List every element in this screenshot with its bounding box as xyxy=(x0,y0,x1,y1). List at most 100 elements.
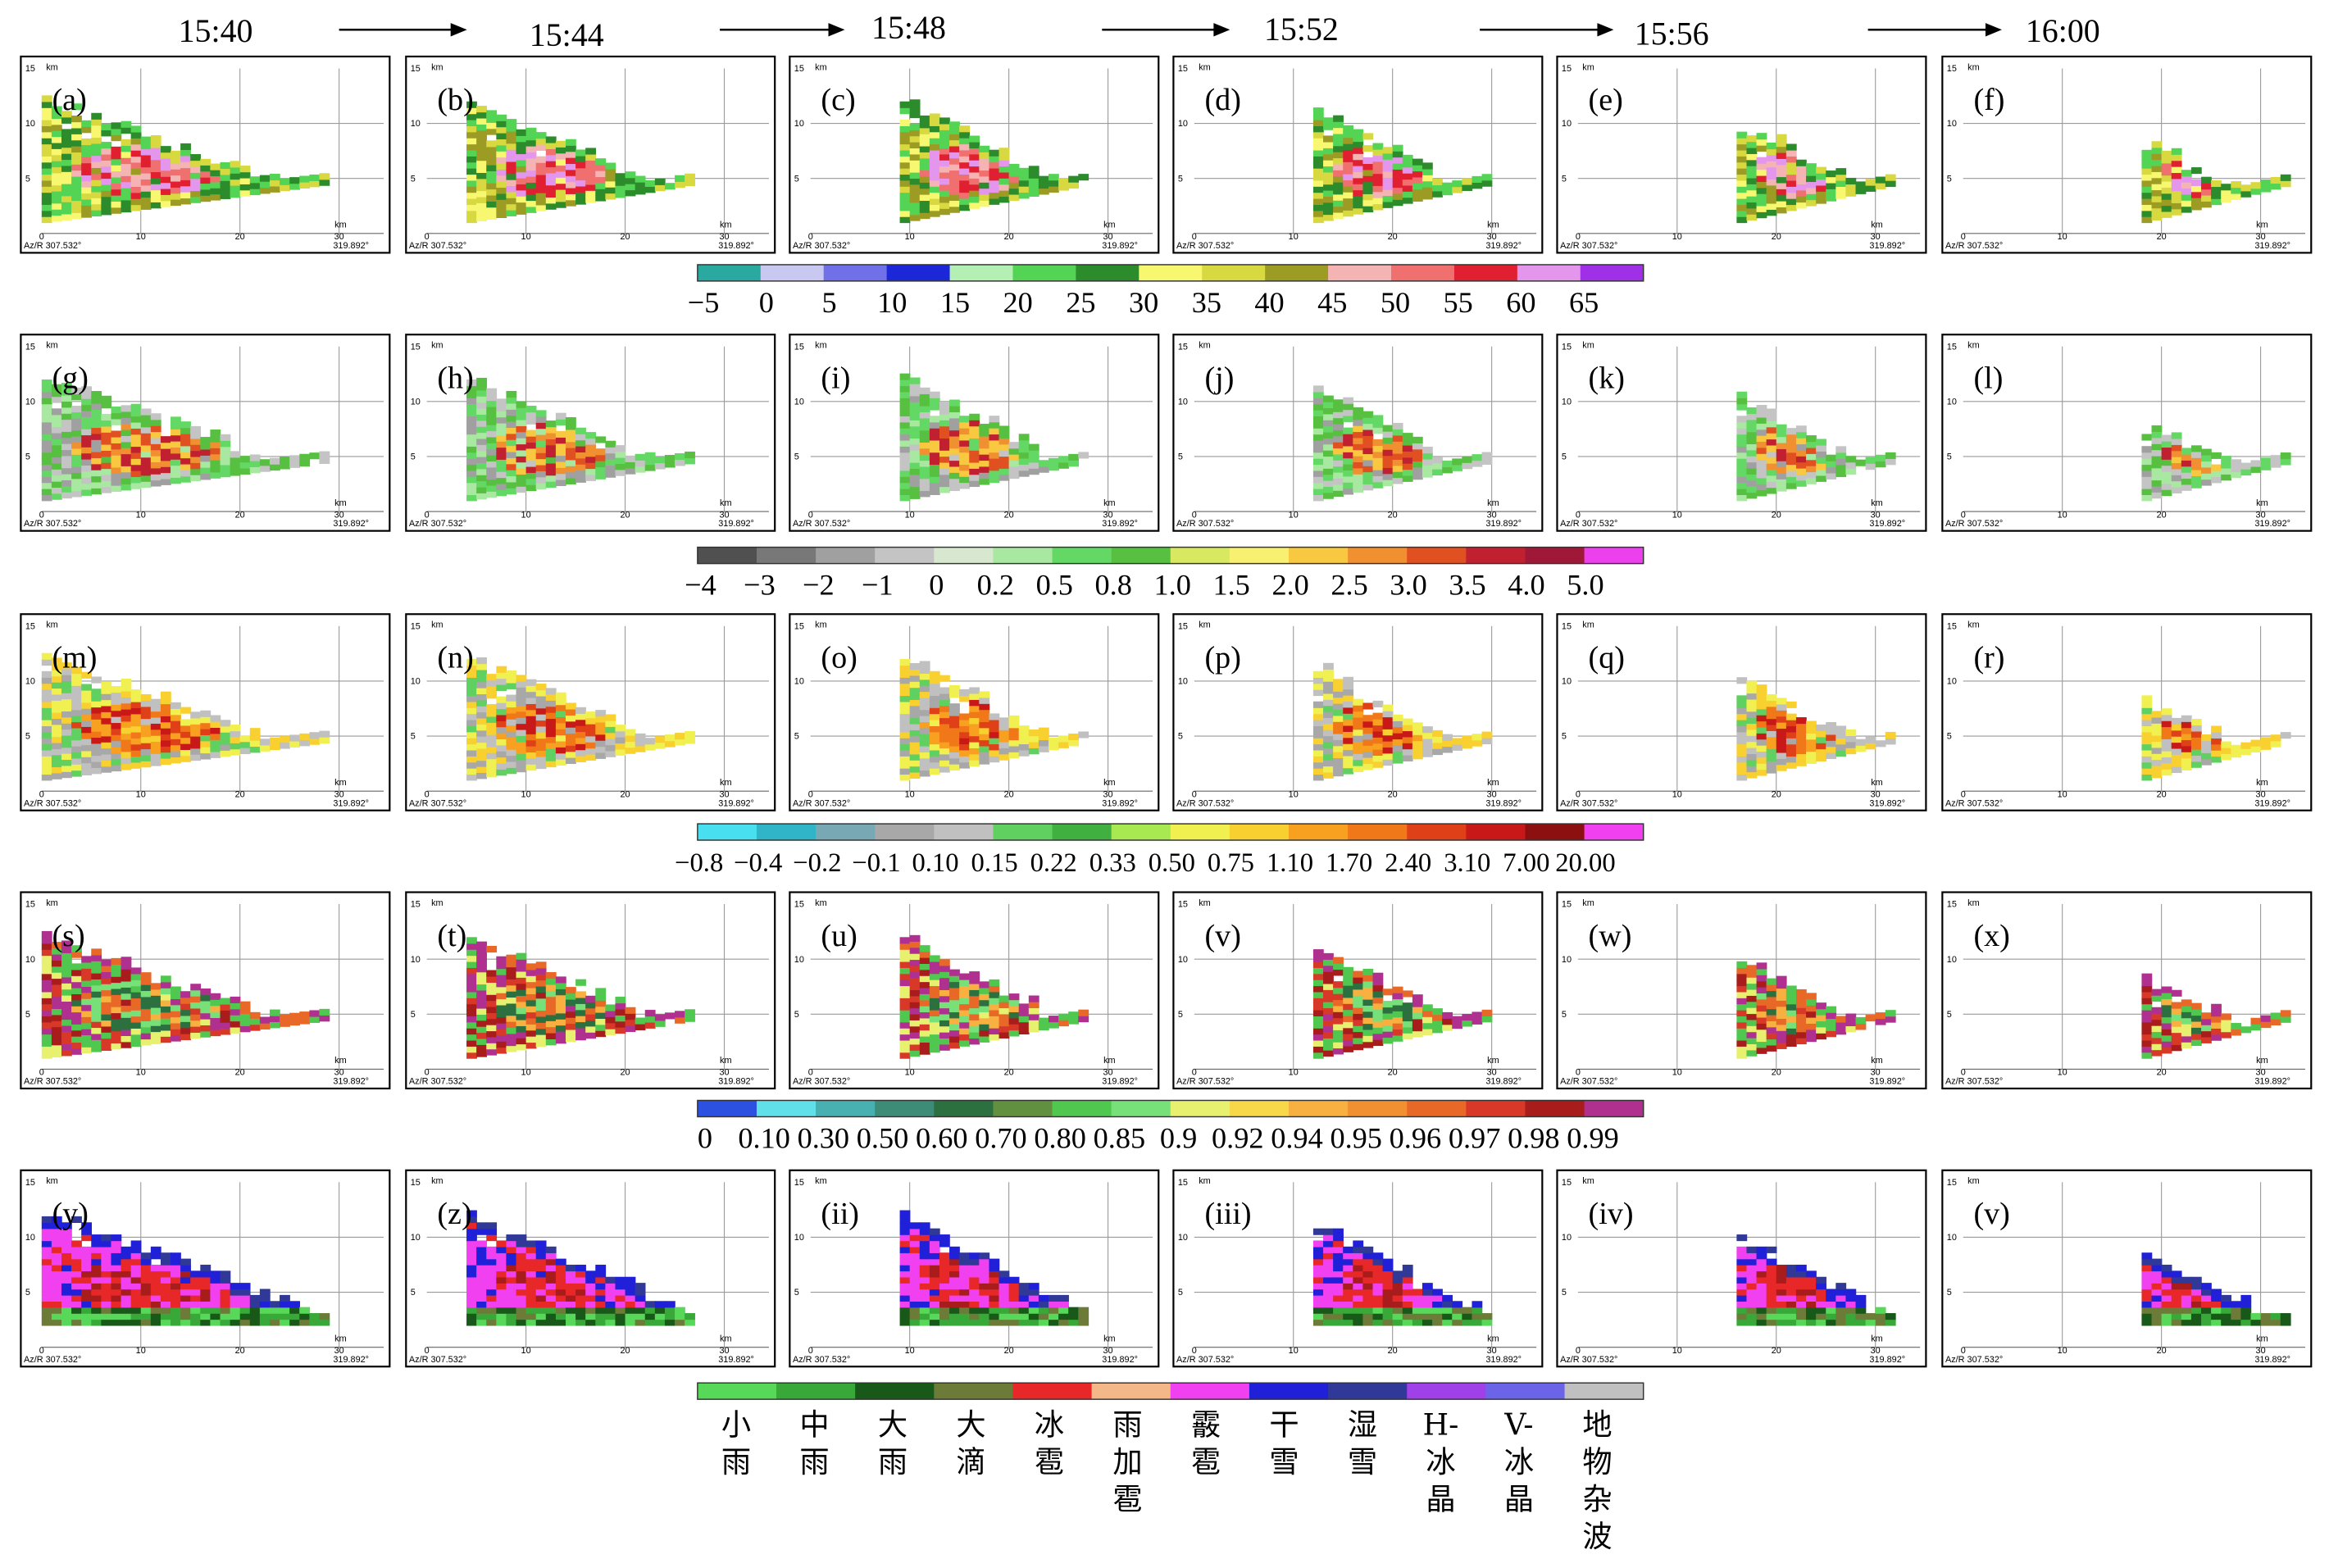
radar-cell xyxy=(101,1264,112,1272)
radar-cell xyxy=(1806,199,1817,207)
radar-cell xyxy=(496,1034,507,1042)
radar-cell xyxy=(1785,143,1797,151)
radar-cell xyxy=(1333,963,1344,970)
radar-cell xyxy=(130,738,142,745)
radar-cell xyxy=(1826,170,1837,178)
radar-cell xyxy=(2190,197,2202,205)
radar-cell xyxy=(939,486,950,493)
radar-cell xyxy=(111,1252,122,1260)
radar-cell xyxy=(555,1030,566,1038)
radar-cell xyxy=(919,673,930,680)
radar-cell xyxy=(200,437,212,444)
radar-cell xyxy=(535,732,547,739)
radar-cell xyxy=(899,955,911,962)
radar-cell xyxy=(111,183,122,190)
radar-cell xyxy=(239,1283,251,1290)
radar-cell xyxy=(1353,485,1364,493)
x-unit-label: km xyxy=(334,498,347,508)
radar-cell xyxy=(130,973,142,980)
radar-cell xyxy=(61,952,72,960)
radar-cell xyxy=(1333,399,1344,407)
radar-cell xyxy=(1452,1016,1463,1023)
radar-cell xyxy=(486,988,498,995)
radar-cell xyxy=(1795,456,1807,463)
radar-cell xyxy=(1795,753,1807,761)
radar-cell xyxy=(998,753,1010,761)
radar-cell xyxy=(555,448,566,457)
radar-cell xyxy=(1362,175,1374,183)
radar-cell xyxy=(486,400,498,407)
radar-cell xyxy=(685,731,695,739)
radar-cell xyxy=(585,735,597,743)
radar-cell xyxy=(71,206,82,213)
radar-cell xyxy=(466,186,477,193)
radar-cell xyxy=(1795,1031,1807,1039)
radar-cell xyxy=(939,717,950,725)
radar-cell xyxy=(969,711,980,719)
radar-cell xyxy=(180,457,191,465)
radar-cell xyxy=(2141,186,2153,193)
radar-cell xyxy=(1353,134,1364,143)
radar-cell xyxy=(1372,197,1384,205)
radar-cell xyxy=(81,757,93,764)
radar-cell xyxy=(1312,949,1324,957)
radar-cell xyxy=(605,452,616,460)
radar-cell xyxy=(1353,129,1364,136)
radar-cell xyxy=(545,748,557,756)
radar-cell xyxy=(1835,174,1847,181)
radar-cell xyxy=(81,1016,93,1024)
radar-cell xyxy=(1333,709,1344,716)
radar-cell xyxy=(2181,757,2192,765)
radar-cell xyxy=(1362,157,1374,165)
radar-cell xyxy=(71,212,82,220)
azimuth-left-label: Az/R 307.532° xyxy=(1945,519,2003,529)
radar-cell xyxy=(210,459,221,467)
radar-cell xyxy=(180,1307,191,1314)
x-tick-label: 20 xyxy=(1388,232,1398,242)
radar-cell xyxy=(41,470,52,477)
radar-cell xyxy=(1312,452,1324,459)
radar-cell xyxy=(1412,158,1423,166)
radar-cell xyxy=(51,118,62,125)
radar-cell xyxy=(1746,456,1758,463)
radar-cell xyxy=(180,1283,191,1290)
radar-cell xyxy=(1806,745,1817,752)
radar-cell xyxy=(2141,494,2153,502)
radar-cell xyxy=(210,1288,221,1296)
radar-cell xyxy=(1382,722,1394,729)
radar-cell xyxy=(249,728,261,735)
radar-cell xyxy=(111,704,122,711)
radar-cell xyxy=(71,175,82,183)
radar-cell xyxy=(664,740,676,748)
radar-cell xyxy=(2221,1031,2232,1039)
radar-cell xyxy=(525,429,537,437)
radar-cell xyxy=(929,998,940,1005)
radar-cell xyxy=(525,727,537,734)
radar-cell xyxy=(1885,738,1896,745)
radar-cell xyxy=(220,1276,231,1284)
radar-cell xyxy=(1333,145,1344,152)
radar-cell xyxy=(1008,993,1020,1001)
y-tick-label: 10 xyxy=(25,119,35,129)
radar-cell xyxy=(998,148,1010,155)
radar-cell xyxy=(61,129,72,136)
radar-cell xyxy=(2151,473,2163,481)
radar-cell xyxy=(685,1015,695,1022)
radar-cell xyxy=(1018,1021,1030,1029)
radar-cell xyxy=(180,445,191,452)
radar-cell xyxy=(545,166,557,174)
radar-cell xyxy=(1776,1018,1787,1025)
y-tick-label: 10 xyxy=(794,677,804,687)
radar-cell xyxy=(71,685,82,693)
radar-cell xyxy=(1806,739,1817,746)
radar-cell xyxy=(476,117,487,125)
x-tick-label: 20 xyxy=(1388,1068,1398,1078)
radar-cell xyxy=(2231,744,2242,752)
radar-cell xyxy=(121,1011,132,1018)
radar-cell xyxy=(949,448,960,455)
radar-cell xyxy=(1068,1011,1080,1019)
radar-cell xyxy=(506,427,517,434)
